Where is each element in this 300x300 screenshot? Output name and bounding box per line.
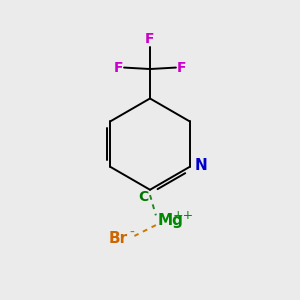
Text: -: - xyxy=(129,225,134,239)
Text: Br: Br xyxy=(108,231,127,246)
Text: F: F xyxy=(113,61,123,75)
Text: F: F xyxy=(145,32,155,46)
Text: ++: ++ xyxy=(173,209,194,222)
Text: Mg: Mg xyxy=(158,213,183,228)
Text: C: C xyxy=(138,190,148,204)
Text: N: N xyxy=(195,158,208,173)
Text: F: F xyxy=(177,61,187,75)
